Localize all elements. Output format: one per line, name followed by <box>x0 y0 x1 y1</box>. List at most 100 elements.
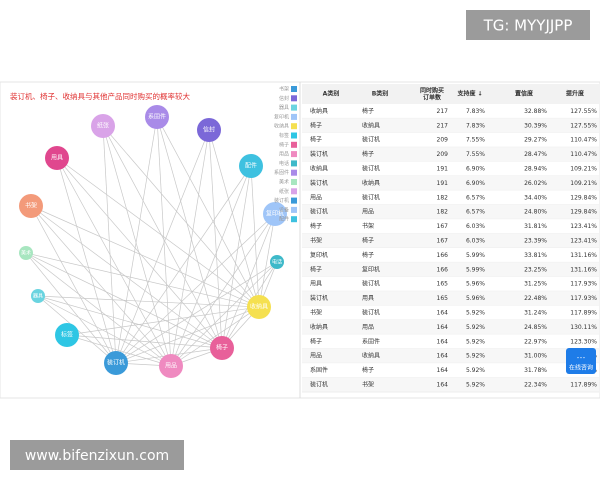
edge <box>170 306 260 367</box>
edge <box>37 295 172 367</box>
table-cell: 收纳具 <box>310 107 328 115</box>
legend-swatch[interactable] <box>291 151 297 158</box>
table-cell: 用具 <box>310 281 322 288</box>
edge <box>30 205 260 308</box>
table-cell: 164 <box>437 367 449 374</box>
legend-label: 信封 <box>279 95 289 102</box>
table-cell: 收纳具 <box>362 121 380 129</box>
table-cell: 书架 <box>310 309 322 317</box>
table-cell: 191 <box>437 180 449 187</box>
table-cell: 用品 <box>362 209 374 216</box>
legend-label: 电话 <box>279 160 289 167</box>
legend-swatch[interactable] <box>291 188 297 195</box>
legend-label: 复印机 <box>274 113 289 120</box>
table-cell: 装订机 <box>310 179 328 187</box>
edge <box>25 252 172 367</box>
node-label: 收纳具 <box>250 303 268 311</box>
legend-swatch[interactable] <box>291 95 297 102</box>
table-cell: 31.24% <box>524 310 547 317</box>
table-cell: 装订机 <box>310 381 328 389</box>
legend-swatch[interactable] <box>291 197 297 204</box>
table-cell: 用品 <box>310 353 322 360</box>
chat-icon: ⋯ <box>577 354 586 364</box>
edge <box>156 116 260 308</box>
node[interactable] <box>55 323 79 347</box>
node[interactable] <box>19 246 33 260</box>
table-cell: 5.99% <box>466 252 485 259</box>
legend-swatch[interactable] <box>291 206 297 213</box>
legend-swatch[interactable] <box>291 132 297 139</box>
table-cell: 109.21% <box>570 166 597 173</box>
table-row-bg <box>302 204 599 220</box>
table-row-bg <box>302 348 599 364</box>
node[interactable] <box>19 194 43 218</box>
legend-label: 书架 <box>279 86 289 93</box>
table-cell: 系固件 <box>310 366 328 374</box>
watermark: www.bifenzixun.com <box>25 448 169 464</box>
legend-label: 用品 <box>279 152 289 158</box>
table-row-bg <box>302 161 599 176</box>
node[interactable] <box>247 295 271 319</box>
table-row-bg <box>302 248 599 263</box>
table-cell: 收纳具 <box>310 165 328 173</box>
table-cell: 5.92% <box>466 310 485 317</box>
legend-swatch[interactable] <box>291 141 297 148</box>
legend-swatch[interactable] <box>291 113 297 120</box>
table-cell: 123.41% <box>570 223 597 230</box>
node[interactable] <box>239 154 263 178</box>
table-cell: 用具 <box>362 295 374 302</box>
legend-swatch[interactable] <box>291 104 297 111</box>
table-cell: 182 <box>437 209 449 216</box>
edge <box>170 261 278 367</box>
node[interactable] <box>145 105 169 129</box>
table-header-part: 订单数 <box>423 93 442 101</box>
node[interactable] <box>159 354 183 378</box>
edge <box>66 334 172 367</box>
legend-swatch[interactable] <box>291 216 297 223</box>
table-row-bg <box>302 320 599 335</box>
table-cell: 191 <box>437 166 449 173</box>
node[interactable] <box>45 146 69 170</box>
table-row-bg <box>302 276 599 292</box>
table-cell: 收纳具 <box>362 352 380 360</box>
table-cell: 22.48% <box>524 295 547 302</box>
edge <box>115 261 278 364</box>
legend-swatch[interactable] <box>291 86 297 92</box>
table-cell: 椅子 <box>310 265 322 273</box>
table-cell: 22.97% <box>524 338 547 345</box>
table-cell: 6.57% <box>466 194 485 201</box>
chat-button[interactable]: ⋯ 在线咨询 <box>566 348 596 374</box>
legend-swatch[interactable] <box>291 169 297 176</box>
table-cell: 5.92% <box>466 353 485 360</box>
table-cell: 24.85% <box>524 324 547 331</box>
table-cell: 6.90% <box>466 180 485 187</box>
legend-swatch[interactable] <box>291 179 297 185</box>
edge <box>25 252 223 349</box>
node[interactable] <box>270 255 284 269</box>
node-label: 用品 <box>165 363 177 370</box>
edge <box>25 252 117 364</box>
table-cell: 32.88% <box>524 108 547 115</box>
table-cell: 装订机 <box>362 280 380 288</box>
node[interactable] <box>104 351 128 375</box>
table-cell: 164 <box>437 324 449 331</box>
legend-swatch[interactable] <box>291 160 297 167</box>
chat-button-bg[interactable] <box>566 348 596 374</box>
table-cell: 217 <box>437 108 449 115</box>
node[interactable] <box>31 289 45 303</box>
edge <box>221 213 276 349</box>
table-cell: 复印机 <box>362 265 380 273</box>
table-cell: 24.80% <box>524 209 547 216</box>
table-cell: 127.55% <box>570 122 597 129</box>
node[interactable] <box>210 336 234 360</box>
chat-label[interactable]: 在线咨询 <box>569 364 593 372</box>
legend-swatch[interactable] <box>291 123 297 130</box>
table-header: B类别 <box>372 90 389 98</box>
table-cell: 164 <box>437 310 449 317</box>
node-label: 电话 <box>272 259 282 266</box>
node[interactable] <box>197 118 221 142</box>
node[interactable] <box>91 114 115 138</box>
node[interactable] <box>263 202 287 226</box>
edge <box>30 205 223 349</box>
table-cell: 椅子 <box>362 237 374 245</box>
